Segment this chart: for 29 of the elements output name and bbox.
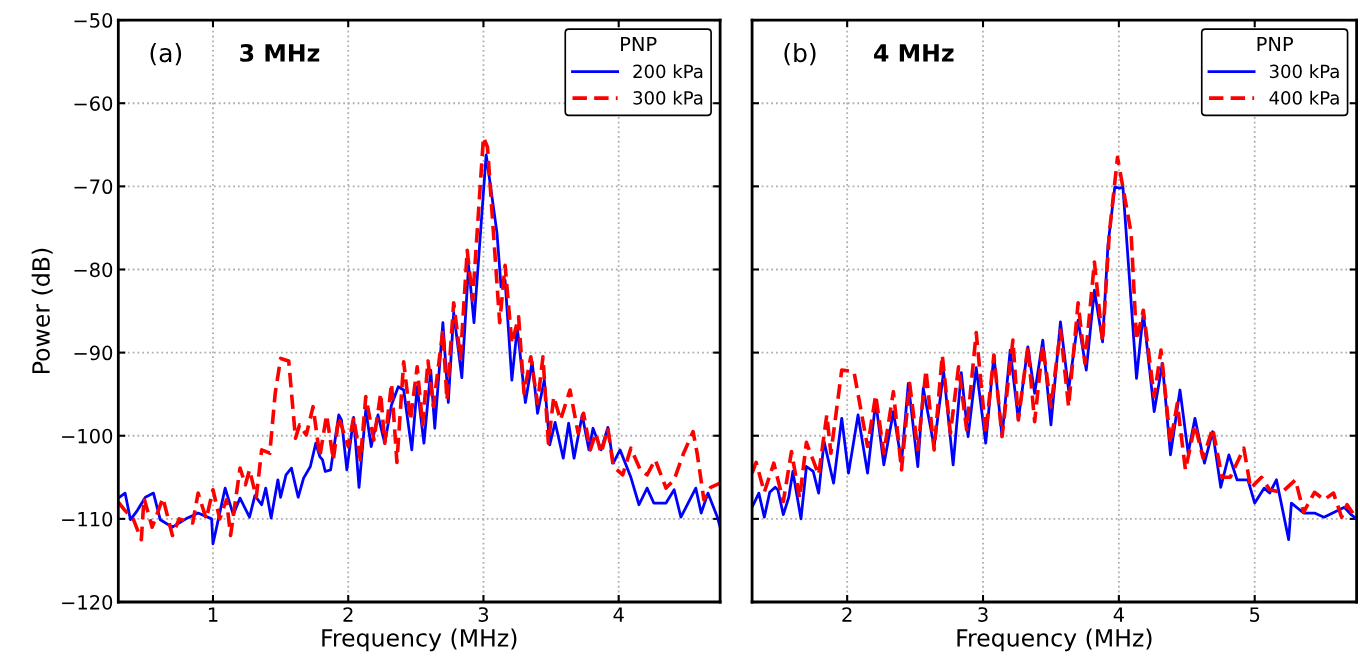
y-tick-label: −90: [74, 345, 113, 361]
x-axis-title: Frequency (MHz): [322, 628, 517, 652]
y-axis-title: Power (dB): [31, 248, 53, 373]
x-tick-label: 1: [208, 607, 218, 622]
annotation: 3 MHz: [240, 44, 320, 62]
legend-label: 300 kPa: [1269, 64, 1339, 79]
x-tick-label: 4: [613, 607, 624, 622]
x-axis-title: Frequency (MHz): [957, 628, 1152, 652]
y-tick-label: −100: [62, 428, 113, 444]
x-tick-label: 3: [978, 607, 988, 622]
legend-label: 400 kPa: [1269, 90, 1339, 105]
legend-title: PNP: [621, 36, 657, 52]
x-tick-label: 2: [343, 607, 353, 622]
x-tick-label: 5: [1250, 607, 1260, 622]
annotation: 4 MHz: [874, 44, 954, 62]
y-tick-label: −120: [62, 594, 113, 610]
x-tick-label: 2: [842, 607, 852, 622]
y-tick-label: −70: [74, 179, 113, 195]
y-tick-label: −80: [74, 262, 113, 278]
x-tick-label: 3: [478, 607, 489, 622]
y-tick-label: −50: [74, 13, 113, 28]
legend-title: PNP: [1257, 36, 1293, 52]
y-tick-label: −60: [74, 96, 113, 111]
annotation: (a): [150, 42, 182, 66]
legend-label: 200 kPa: [633, 64, 703, 79]
y-tick-label: −110: [62, 511, 113, 527]
annotation: (b): [784, 42, 816, 66]
x-tick-label: 4: [1113, 607, 1124, 622]
legend-label: 300 kPa: [633, 90, 703, 105]
